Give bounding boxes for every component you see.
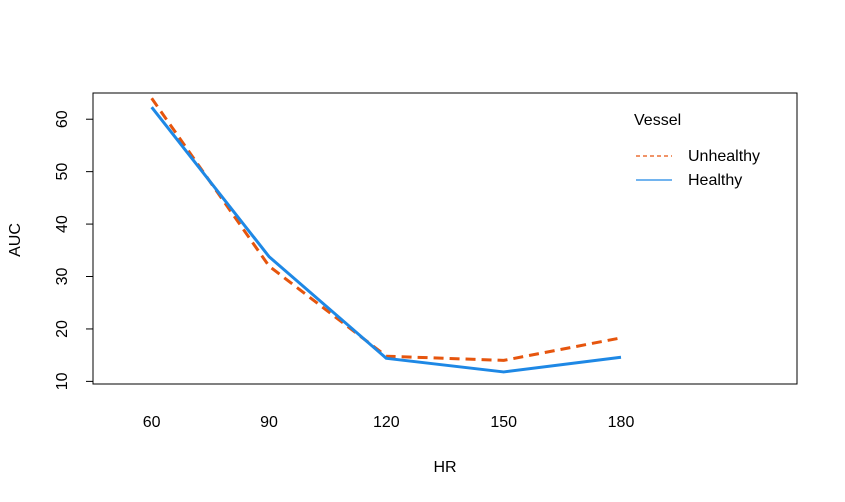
y-tick-label-50: 50 bbox=[54, 163, 71, 181]
x-axis-title: HR bbox=[433, 459, 456, 476]
data-point-healthy-180 bbox=[620, 356, 623, 359]
data-point-healthy-120 bbox=[385, 357, 388, 360]
y-tick-label-30: 30 bbox=[54, 268, 71, 286]
data-point-unhealthy-180 bbox=[620, 336, 623, 339]
y-axis-title: AUC bbox=[7, 223, 24, 257]
data-point-healthy-60 bbox=[150, 106, 153, 109]
series-layer bbox=[150, 97, 622, 374]
x-axis: 60 90 120 150 180 bbox=[143, 414, 635, 431]
legend-title: Vessel bbox=[634, 112, 681, 129]
legend-label-unhealthy: Unhealthy bbox=[688, 148, 760, 165]
y-tick-label-10: 10 bbox=[54, 372, 71, 390]
data-point-unhealthy-150 bbox=[502, 359, 505, 362]
data-point-unhealthy-90 bbox=[268, 265, 271, 268]
series-line-healthy bbox=[150, 106, 622, 374]
series-line-unhealthy bbox=[150, 97, 622, 362]
x-tick-label-90: 90 bbox=[260, 414, 278, 431]
y-tick-label-20: 20 bbox=[54, 320, 71, 338]
x-tick-label-60: 60 bbox=[143, 414, 161, 431]
legend-label-healthy: Healthy bbox=[688, 172, 742, 189]
x-tick-label-180: 180 bbox=[608, 414, 635, 431]
x-tick-label-150: 150 bbox=[490, 414, 517, 431]
legend: Vessel Unhealthy Healthy bbox=[634, 112, 760, 189]
y-axis: 10 20 30 40 50 60 bbox=[54, 110, 94, 390]
plot-frame bbox=[92, 92, 798, 385]
y-tick-label-60: 60 bbox=[54, 110, 71, 128]
data-point-unhealthy-60 bbox=[150, 97, 153, 100]
data-point-healthy-150 bbox=[502, 370, 505, 373]
x-tick-label-120: 120 bbox=[373, 414, 400, 431]
data-point-healthy-90 bbox=[268, 255, 271, 258]
y-tick-label-40: 40 bbox=[54, 215, 71, 233]
